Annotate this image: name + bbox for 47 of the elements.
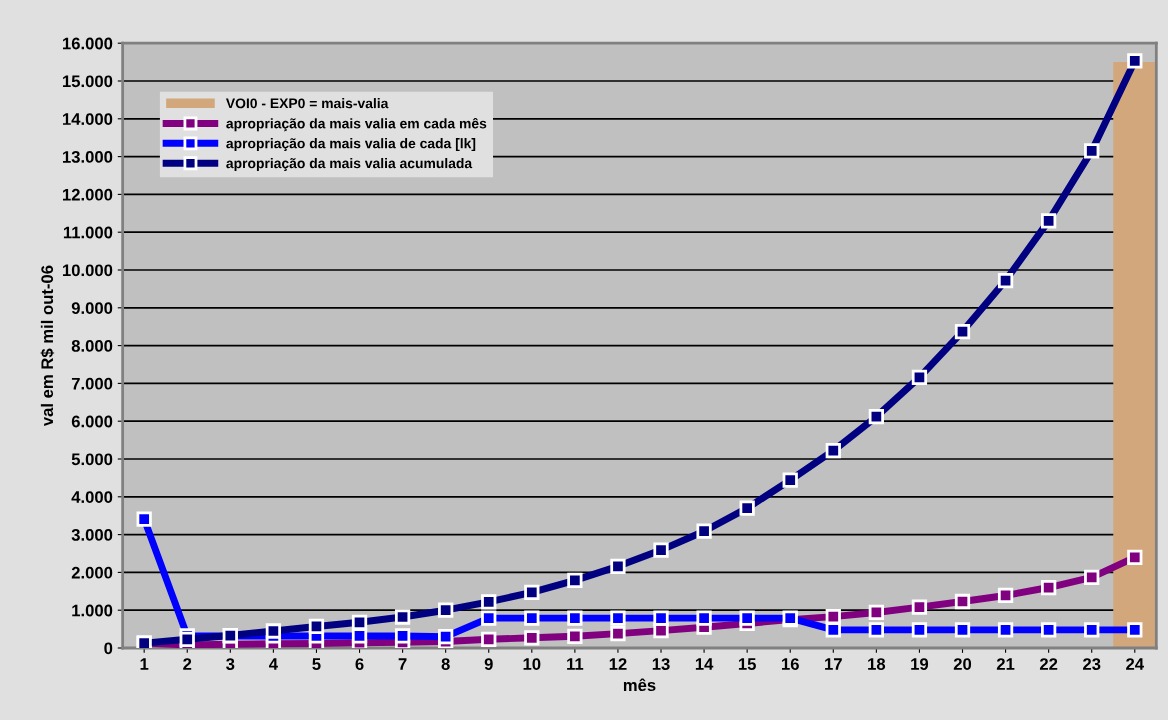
x-tick-label: 23 <box>1083 658 1101 670</box>
x-tick-label: 24 <box>1126 658 1144 670</box>
x-tick-label: 6 <box>355 658 364 670</box>
legend-label: apropriação da mais valia acumulada <box>226 158 473 171</box>
x-axis-title: mês <box>623 678 656 692</box>
x-tick-label: 5 <box>312 658 321 670</box>
x-tick-label: 12 <box>609 658 627 670</box>
y-tick-label: 11.000 <box>63 226 113 239</box>
x-tick-label: 1 <box>140 658 149 670</box>
x-tick-label: 21 <box>996 658 1015 670</box>
x-tick-label: 19 <box>911 658 929 670</box>
x-tick-label: 16 <box>782 658 799 670</box>
y-tick-label: 1.000 <box>72 604 113 617</box>
x-tick-label: 14 <box>695 658 714 670</box>
y-tick-label: 15.000 <box>63 75 113 88</box>
x-tick-label: 15 <box>738 658 756 670</box>
x-tick-label: 13 <box>652 658 670 670</box>
y-tick-label: 5.000 <box>71 453 113 466</box>
x-tick-label: 22 <box>1039 658 1058 670</box>
x-tick-label: 9 <box>484 658 493 670</box>
y-tick-label: 2.000 <box>71 566 113 579</box>
x-tick-label: 8 <box>441 658 450 670</box>
x-tick-label: 20 <box>953 658 972 670</box>
y-tick-label: 0 <box>104 642 113 655</box>
y-tick-label: 9.000 <box>71 302 113 314</box>
y-tick-label: 10.000 <box>63 264 113 277</box>
x-tick-label: 2 <box>183 658 192 670</box>
y-axis-title: val em R$ mil out-06 <box>40 265 55 427</box>
x-tick-label: 18 <box>868 658 886 670</box>
y-tick-label: 12.000 <box>63 188 113 201</box>
x-tick-label: 11 <box>567 658 584 670</box>
y-tick-label: 4.000 <box>71 491 113 503</box>
x-tick-label: 4 <box>269 658 278 670</box>
legend-label: apropriação da mais valia em cada mês <box>226 117 487 132</box>
x-tick-label: 17 <box>825 658 842 670</box>
y-tick-label: 8.000 <box>71 340 113 352</box>
y-tick-label: 14.000 <box>63 113 113 125</box>
x-tick-label: 7 <box>398 658 407 670</box>
y-tick-label: 7.000 <box>71 377 113 390</box>
legend-label: VOI0 - EXP0 = mais-valia <box>225 98 389 109</box>
x-tick-label: 3 <box>226 658 235 670</box>
y-tick-label: 13.000 <box>63 151 113 163</box>
legend-label: apropriação da mais valia de cada [lk] <box>226 138 476 152</box>
x-tick-label: 10 <box>523 658 541 670</box>
y-tick-label: 6.000 <box>71 415 113 428</box>
y-tick-label: 16.000 <box>63 37 113 50</box>
y-tick-label: 3.000 <box>71 529 113 541</box>
